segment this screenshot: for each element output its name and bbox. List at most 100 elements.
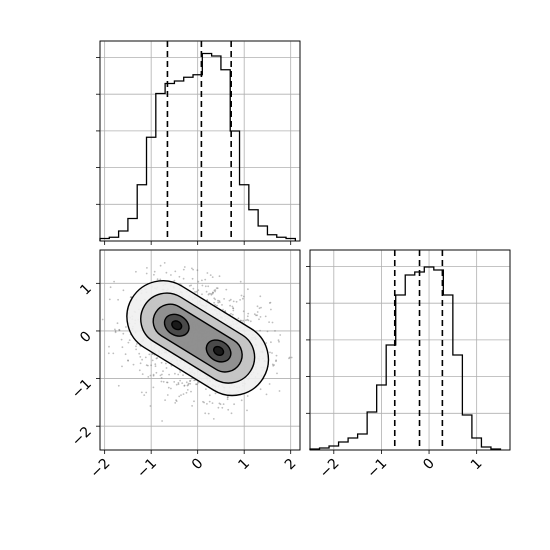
joint-point — [226, 398, 229, 401]
joint-point — [197, 289, 200, 292]
joint-point — [274, 330, 276, 332]
joint-point — [268, 383, 271, 385]
joint-point — [232, 307, 235, 310]
joint-point — [232, 307, 235, 310]
joint-point — [147, 364, 149, 367]
joint-point — [270, 341, 272, 344]
joint-point — [138, 369, 141, 372]
joint-point — [208, 292, 211, 295]
joint-point — [213, 301, 216, 304]
joint-xtick-label: 2 — [282, 456, 300, 474]
joint-point — [216, 304, 218, 307]
joint-frame — [99, 249, 301, 451]
joint-point — [206, 299, 209, 301]
joint-point — [210, 292, 212, 295]
joint-point — [288, 356, 291, 359]
joint-point — [277, 339, 280, 342]
joint-point — [218, 300, 221, 302]
joint-xtick-label: −2 — [88, 456, 114, 482]
joint-point — [195, 383, 197, 386]
joint-point — [207, 285, 210, 288]
joint-point — [246, 318, 249, 321]
joint-point — [246, 315, 249, 318]
joint-point — [154, 363, 157, 366]
joint-point — [221, 304, 223, 306]
joint-point — [189, 379, 192, 382]
joint-point — [288, 357, 290, 360]
joint-point — [152, 373, 155, 376]
joint-point — [122, 289, 125, 292]
joint-point — [246, 395, 249, 397]
joint-point — [189, 380, 191, 383]
joint-point — [271, 352, 273, 354]
joint-point — [190, 390, 192, 393]
joint-point — [124, 353, 127, 356]
joint-point — [165, 271, 168, 274]
joint-point — [114, 331, 117, 334]
joint-point — [265, 393, 268, 396]
joint-point — [192, 268, 195, 271]
joint-point — [197, 280, 200, 283]
joint-point — [217, 299, 219, 302]
joint-point — [258, 318, 260, 321]
joint-point — [141, 358, 144, 361]
joint-point — [135, 270, 137, 273]
joint-point — [218, 275, 221, 278]
joint-point — [127, 359, 129, 362]
joint-point — [232, 309, 235, 312]
joint-point — [154, 365, 157, 368]
joint-point — [141, 373, 144, 375]
joint-point — [108, 298, 111, 301]
joint-point — [162, 380, 165, 383]
marginal-x-bin — [147, 137, 156, 241]
joint-point — [253, 313, 256, 316]
joint-point — [155, 371, 158, 374]
joint-point — [214, 392, 217, 395]
joint-point — [266, 330, 269, 333]
marginal-y-bin — [472, 438, 482, 450]
joint-point — [275, 360, 277, 363]
marginal-x-bin — [202, 54, 211, 242]
joint-point — [213, 297, 216, 300]
marginal-y-bin — [481, 447, 491, 450]
joint-point — [205, 290, 208, 293]
joint-point — [152, 386, 155, 389]
marginal-y-xtick-label: −2 — [317, 456, 343, 482]
joint-point — [166, 381, 168, 384]
joint-point — [173, 279, 176, 282]
marginal-y-bin — [453, 355, 463, 450]
joint-point — [223, 298, 226, 300]
joint-point — [206, 272, 209, 274]
joint-point — [214, 290, 217, 293]
joint-point — [239, 299, 242, 301]
joint-point — [212, 291, 215, 294]
marginal-x-bin — [109, 237, 118, 241]
marginal-y-bin — [424, 267, 434, 450]
joint-point — [109, 286, 112, 289]
joint-point — [204, 285, 207, 288]
joint-ytick-label: −2 — [69, 424, 95, 450]
joint-point — [197, 381, 200, 384]
marginal-y-xtick-label: 1 — [468, 456, 486, 474]
marginal-x-ticks — [96, 57, 292, 245]
joint-ytick-label: 0 — [77, 328, 95, 346]
joint-point — [222, 308, 224, 311]
joint-point — [174, 372, 176, 375]
joint-point — [191, 405, 194, 407]
marginal-x-bin — [184, 77, 193, 241]
marginal-x-bin — [267, 235, 276, 241]
marginal-x-bin — [128, 219, 137, 242]
joint-point — [256, 305, 259, 308]
joint-point — [156, 278, 159, 281]
joint-point — [230, 312, 232, 315]
joint-xtick-label: −1 — [134, 456, 160, 482]
joint-contour-level — [171, 320, 183, 331]
joint-point — [160, 377, 163, 379]
joint-point — [260, 306, 262, 309]
joint-point — [155, 357, 158, 360]
joint-point — [182, 374, 184, 376]
joint-point — [182, 393, 185, 395]
joint-point — [122, 332, 125, 335]
joint-point — [271, 321, 274, 324]
marginal-y-bin — [462, 415, 472, 450]
